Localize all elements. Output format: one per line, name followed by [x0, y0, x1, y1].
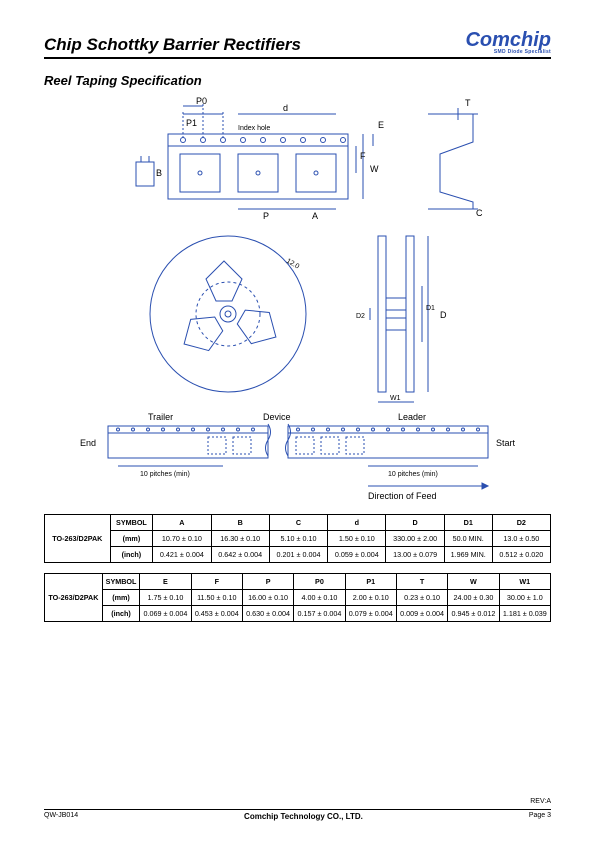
t2-c5: T — [396, 574, 447, 590]
t2-c4: P1 — [345, 574, 396, 590]
t2-c0: E — [140, 574, 191, 590]
t1m4: 330.00 ± 2.00 — [386, 531, 444, 547]
t1-c6: D2 — [492, 515, 550, 531]
reel-diagram: 12.0 D D1 D2 W1 — [88, 224, 508, 404]
t1i4: 13.00 ± 0.079 — [386, 547, 444, 563]
t2m4: 2.00 ± 0.10 — [345, 590, 396, 606]
t2-u1: (inch) — [102, 606, 140, 622]
t1-c5: D1 — [444, 515, 492, 531]
label-end: End — [80, 438, 96, 448]
rev-label: REV:A — [530, 798, 551, 805]
t1-c2: C — [269, 515, 327, 531]
t2i1: 0.453 ± 0.004 — [191, 606, 242, 622]
label-D: D — [440, 310, 447, 320]
t2m6: 24.00 ± 0.30 — [448, 590, 499, 606]
t1-c0: A — [153, 515, 211, 531]
t1i6: 0.512 ± 0.020 — [492, 547, 550, 563]
t1-c3: d — [328, 515, 386, 531]
t2i2: 0.630 ± 0.004 — [242, 606, 293, 622]
label-W1: W1 — [390, 395, 401, 402]
t2m7: 30.00 ± 1.0 — [499, 590, 550, 606]
t1-package: TO-263/D2PAK — [45, 515, 111, 563]
table-2: TO-263/D2PAK SYMBOL E F P P0 P1 T W W1 (… — [44, 573, 551, 622]
t2i7: 1.181 ± 0.039 — [499, 606, 550, 622]
label-pitches2: 10 pitches (min) — [388, 471, 438, 478]
page-title: Chip Schottky Barrier Rectifiers — [44, 35, 301, 55]
subtitle: Reel Taping Specification — [44, 73, 551, 88]
logo-text: Comchip — [465, 29, 551, 51]
t1m0: 10.70 ± 0.10 — [153, 531, 211, 547]
t2-package: TO-263/D2PAK — [45, 574, 103, 622]
table-1: TO-263/D2PAK SYMBOL A B C d D D1 D2 (mm)… — [44, 514, 551, 563]
label-b: B — [156, 168, 162, 178]
t1m5: 50.0 MIN. — [444, 531, 492, 547]
t1-u1: (inch) — [110, 547, 153, 563]
t2m2: 16.00 ± 0.10 — [242, 590, 293, 606]
t2-u0: (mm) — [102, 590, 140, 606]
label-pitches1: 10 pitches (min) — [140, 471, 190, 478]
logo: Comchip SMD Diode Specialist — [465, 30, 551, 55]
label-device: Device — [263, 412, 291, 422]
label-a: A — [312, 211, 318, 221]
label-p: P — [263, 211, 269, 221]
t1-symbol: SYMBOL — [110, 515, 153, 531]
t1i5: 1.969 MIN. — [444, 547, 492, 563]
company-name: Comchip Technology CO., LTD. — [78, 812, 529, 821]
t1m3: 1.50 ± 0.10 — [328, 531, 386, 547]
t1m6: 13.0 ± 0.50 — [492, 531, 550, 547]
t2-c2: P — [242, 574, 293, 590]
label-f: F — [360, 151, 366, 161]
strip-diagram: Trailer Device Leader End Start 10 pitch… — [68, 404, 528, 504]
label-start: Start — [496, 438, 516, 448]
label-p0: P0 — [196, 96, 207, 106]
t2i5: 0.009 ± 0.004 — [396, 606, 447, 622]
t1i1: 0.642 ± 0.004 — [211, 547, 269, 563]
t2-symbol: SYMBOL — [102, 574, 140, 590]
t1-u0: (mm) — [110, 531, 153, 547]
t1i0: 0.421 ± 0.004 — [153, 547, 211, 563]
doc-number: QW-JB014 — [44, 812, 78, 821]
label-D2: D2 — [356, 313, 365, 320]
label-D1: D1 — [426, 305, 435, 312]
label-d: d — [283, 103, 288, 113]
header: Chip Schottky Barrier Rectifiers Comchip… — [44, 30, 551, 59]
t2i4: 0.079 ± 0.004 — [345, 606, 396, 622]
label-c: C — [476, 208, 483, 218]
t2i3: 0.157 ± 0.004 — [294, 606, 345, 622]
t2-c7: W1 — [499, 574, 550, 590]
footer: QW-JB014 Comchip Technology CO., LTD. Pa… — [44, 809, 551, 821]
t1-c4: D — [386, 515, 444, 531]
t2m1: 11.50 ± 0.10 — [191, 590, 242, 606]
t1i3: 0.059 ± 0.004 — [328, 547, 386, 563]
t1i2: 0.201 ± 0.004 — [269, 547, 327, 563]
label-e: E — [378, 120, 384, 130]
t2m5: 0.23 ± 0.10 — [396, 590, 447, 606]
label-t: T — [465, 98, 471, 108]
label-trailer: Trailer — [148, 412, 173, 422]
diagram-area: P0 P1 d Index hole E F W B P A T C — [44, 94, 551, 504]
label-leader: Leader — [398, 412, 426, 422]
t2i6: 0.945 ± 0.012 — [448, 606, 499, 622]
t1m2: 5.10 ± 0.10 — [269, 531, 327, 547]
label-direction: Direction of Feed — [368, 491, 437, 501]
label-p1: P1 — [186, 118, 197, 128]
label-dia: 12.0 — [285, 258, 300, 271]
tape-diagram: P0 P1 d Index hole E F W B P A T C — [88, 94, 508, 224]
t1-c1: B — [211, 515, 269, 531]
t2-c1: F — [191, 574, 242, 590]
page-number: Page 3 — [529, 812, 551, 821]
label-w: W — [370, 164, 379, 174]
label-index: Index hole — [238, 125, 270, 132]
t2m3: 4.00 ± 0.10 — [294, 590, 345, 606]
t2-c6: W — [448, 574, 499, 590]
t2i0: 0.069 ± 0.004 — [140, 606, 191, 622]
t2-c3: P0 — [294, 574, 345, 590]
t1m1: 16.30 ± 0.10 — [211, 531, 269, 547]
t2m0: 1.75 ± 0.10 — [140, 590, 191, 606]
